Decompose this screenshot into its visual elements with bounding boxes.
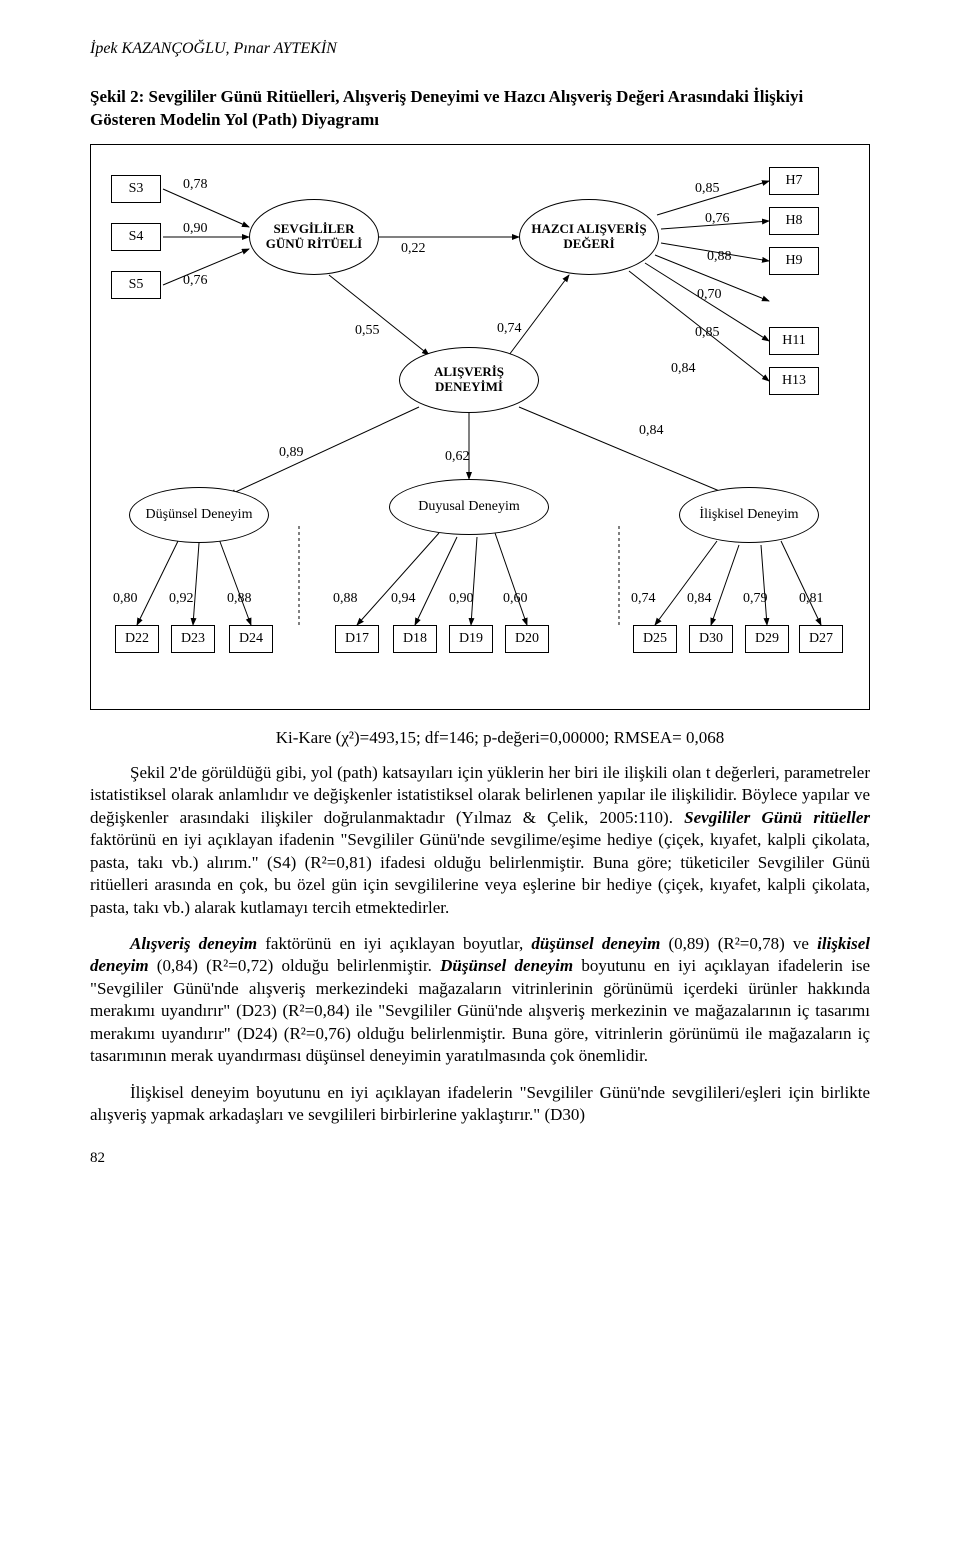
path-alisveris-hazci: 0,74 bbox=[497, 321, 522, 337]
page-number: 82 bbox=[90, 1150, 870, 1167]
box-h7: H7 bbox=[769, 167, 819, 195]
box-d20: D20 bbox=[505, 625, 549, 653]
ellipse-sevgililer: SEVGİLİLER GÜNÜ RİTÜELİ bbox=[249, 199, 379, 275]
box-d30: D30 bbox=[689, 625, 733, 653]
box-d22: D22 bbox=[115, 625, 159, 653]
ellipse-iliskisel: İlişkisel Deneyim bbox=[679, 487, 819, 543]
box-d27: D27 bbox=[799, 625, 843, 653]
box-d18: D18 bbox=[393, 625, 437, 653]
diagram-edges bbox=[99, 155, 859, 695]
load-d20: 0,60 bbox=[503, 591, 528, 607]
load-d29: 0,79 bbox=[743, 591, 768, 607]
paragraph-3: İlişkisel deneyim boyutunu en iyi açıkla… bbox=[90, 1082, 870, 1127]
load-d27: 0,81 bbox=[799, 591, 824, 607]
load-h9: 0,88 bbox=[707, 249, 732, 265]
path-svg-hazci: 0,22 bbox=[401, 241, 426, 257]
load-d19: 0,90 bbox=[449, 591, 474, 607]
p2-f: (0,84) (R²=0,72) olduğu belirlenmiştir. bbox=[149, 956, 441, 975]
ellipse-dusunsel: Düşünsel Deneyim bbox=[129, 487, 269, 543]
load-h7: 0,85 bbox=[695, 181, 720, 197]
box-d29: D29 bbox=[745, 625, 789, 653]
box-h13: H13 bbox=[769, 367, 819, 395]
p2-b: faktörünü en iyi açıklayan boyutlar, bbox=[257, 934, 531, 953]
box-h9: H9 bbox=[769, 247, 819, 275]
box-s5: S5 bbox=[111, 271, 161, 299]
paragraph-2: Alışveriş deneyim faktörünü en iyi açıkl… bbox=[90, 933, 870, 1068]
box-d23: D23 bbox=[171, 625, 215, 653]
load-d17: 0,88 bbox=[333, 591, 358, 607]
load-h11: 0,70 bbox=[697, 287, 722, 303]
load-d30: 0,84 bbox=[687, 591, 712, 607]
p2-g: Düşünsel deneyim bbox=[440, 956, 573, 975]
body-text: Şekil 2'de görüldüğü gibi, yol (path) ka… bbox=[90, 762, 870, 1127]
box-s4: S4 bbox=[111, 223, 161, 251]
authors-header: İpek KAZANÇOĞLU, Pınar AYTEKİN bbox=[90, 40, 870, 58]
box-d24: D24 bbox=[229, 625, 273, 653]
load-h8: 0,76 bbox=[705, 211, 730, 227]
path-alisveris-duyusal: 0,62 bbox=[445, 449, 470, 465]
figure-caption: Ki-Kare (χ²)=493,15; df=146; p-değeri=0,… bbox=[90, 728, 870, 748]
load-d22: 0,80 bbox=[113, 591, 138, 607]
load-d25: 0,74 bbox=[631, 591, 656, 607]
box-d25: D25 bbox=[633, 625, 677, 653]
load-d18: 0,94 bbox=[391, 591, 416, 607]
box-h8: H8 bbox=[769, 207, 819, 235]
load-d23: 0,92 bbox=[169, 591, 194, 607]
ellipse-alisveris: ALIŞVERİŞ DENEYİMİ bbox=[399, 347, 539, 413]
load-h13: 0,85 bbox=[695, 325, 720, 341]
path-diagram: S3 S4 S5 0,78 0,90 0,76 H7 H8 H9 H11 H13… bbox=[99, 155, 861, 695]
path-svg-alisveris: 0,55 bbox=[355, 323, 380, 339]
load-s3: 0,78 bbox=[183, 177, 208, 193]
box-d19: D19 bbox=[449, 625, 493, 653]
box-h11: H11 bbox=[769, 327, 819, 355]
p2-d: (0,89) (R²=0,78) ve bbox=[660, 934, 817, 953]
p1-c: faktörünü en iyi açıklayan ifadenin "Sev… bbox=[90, 830, 870, 916]
paragraph-1: Şekil 2'de görüldüğü gibi, yol (path) ka… bbox=[90, 762, 870, 919]
load-d24: 0,88 bbox=[227, 591, 252, 607]
path-alisveris-dusunsel: 0,89 bbox=[279, 445, 304, 461]
ellipse-duyusal: Duyusal Deneyim bbox=[389, 479, 549, 535]
p2-c: düşünsel deneyim bbox=[531, 934, 660, 953]
p2-a: Alışveriş deneyim bbox=[130, 934, 257, 953]
load-h13b: 0,84 bbox=[671, 361, 696, 377]
box-s3: S3 bbox=[111, 175, 161, 203]
load-s5: 0,76 bbox=[183, 273, 208, 289]
box-d17: D17 bbox=[335, 625, 379, 653]
path-diagram-container: S3 S4 S5 0,78 0,90 0,76 H7 H8 H9 H11 H13… bbox=[90, 144, 870, 710]
p1-b: Sevgililer Günü ritüeller bbox=[684, 808, 870, 827]
figure-title: Şekil 2: Sevgililer Günü Ritüelleri, Alı… bbox=[90, 86, 870, 132]
path-alisveris-iliskisel: 0,84 bbox=[639, 423, 664, 439]
ellipse-hazci: HAZCI ALIŞVERİŞ DEĞERİ bbox=[519, 199, 659, 275]
load-s4: 0,90 bbox=[183, 221, 208, 237]
